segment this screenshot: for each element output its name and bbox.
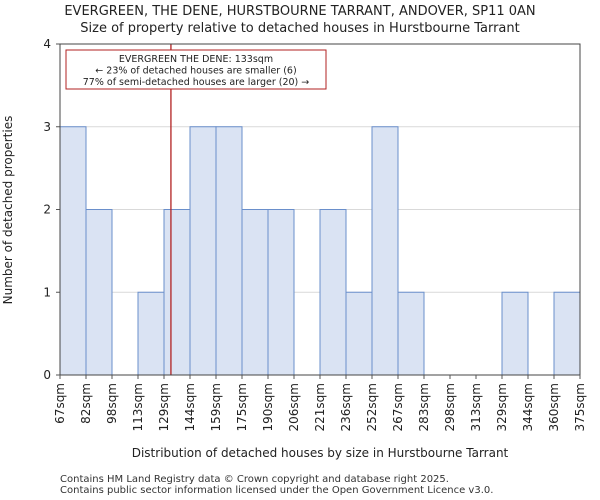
- labels: Number of detached properties Distributi…: [1, 116, 509, 460]
- x-tick-label: 298sqm: [443, 383, 457, 431]
- chart-subtitle: Size of property relative to detached ho…: [80, 21, 520, 36]
- x-tick-label: 175sqm: [235, 383, 249, 431]
- bar: [241, 209, 269, 376]
- y-tick-label: 1: [43, 285, 51, 299]
- bar: [267, 209, 295, 376]
- axes: 0 1 2 3 4 67sqm 82sqm 98sqm 113sqm 129sqm 144sqm 15…: [43, 37, 587, 431]
- annotation-text: ← 23% of detached houses are smaller (6): [95, 66, 296, 77]
- y-tick-label: 3: [43, 120, 51, 134]
- x-tick-label: 206sqm: [287, 383, 301, 431]
- x-tick-label: 113sqm: [131, 383, 145, 431]
- x-tick-label: 344sqm: [521, 383, 535, 431]
- bar: [397, 291, 425, 376]
- bar: [137, 291, 165, 376]
- bar: [553, 291, 581, 376]
- bar: [371, 126, 399, 376]
- x-tick-label: 360sqm: [547, 383, 561, 431]
- y-tick-label: 4: [43, 37, 51, 51]
- x-tick-label: 252sqm: [365, 383, 379, 431]
- x-tick-label: 82sqm: [79, 383, 93, 424]
- x-tick-label: 283sqm: [417, 383, 431, 431]
- footer-line-1: Contains HM Land Registry data © Crown c…: [60, 474, 449, 485]
- bar: [163, 209, 191, 376]
- footer-line-2: Contains public sector information licen…: [60, 485, 494, 496]
- y-axis-label: Number of detached properties: [1, 116, 15, 305]
- x-tick-label: 267sqm: [391, 383, 405, 431]
- annotation-text: 77% of semi-detached houses are larger (…: [83, 77, 310, 88]
- annotation-text: EVERGREEN THE DENE: 133sqm: [119, 54, 273, 65]
- bar: [319, 209, 347, 376]
- bar: [59, 126, 87, 376]
- x-tick-label: 329sqm: [495, 383, 509, 431]
- bar: [189, 126, 217, 376]
- bar: [345, 291, 373, 376]
- x-tick-label: 236sqm: [339, 383, 353, 431]
- x-tick-label: 129sqm: [157, 383, 171, 431]
- x-tick-label: 313sqm: [469, 383, 483, 431]
- bar: [85, 209, 113, 376]
- x-tick-label: 67sqm: [53, 383, 67, 424]
- x-tick-label: 221sqm: [313, 383, 327, 431]
- y-tick-label: 0: [43, 368, 51, 382]
- y-tick-label: 2: [43, 203, 51, 217]
- x-tick-label: 375sqm: [573, 383, 587, 431]
- x-tick-label: 144sqm: [183, 383, 197, 431]
- x-tick-label: 159sqm: [209, 383, 223, 431]
- x-tick-label: 98sqm: [105, 383, 119, 424]
- x-tick-label: 190sqm: [261, 383, 275, 431]
- annotation: EVERGREEN THE DENE: 133sqm← 23% of detac…: [65, 49, 327, 90]
- bar: [501, 291, 529, 376]
- chart-title: EVERGREEN, THE DENE, HURSTBOURNE TARRANT…: [64, 4, 536, 19]
- annotation-box: [65, 49, 327, 90]
- x-axis-label: Distribution of detached houses by size …: [132, 446, 509, 460]
- bars: [59, 126, 581, 376]
- bar: [215, 126, 243, 376]
